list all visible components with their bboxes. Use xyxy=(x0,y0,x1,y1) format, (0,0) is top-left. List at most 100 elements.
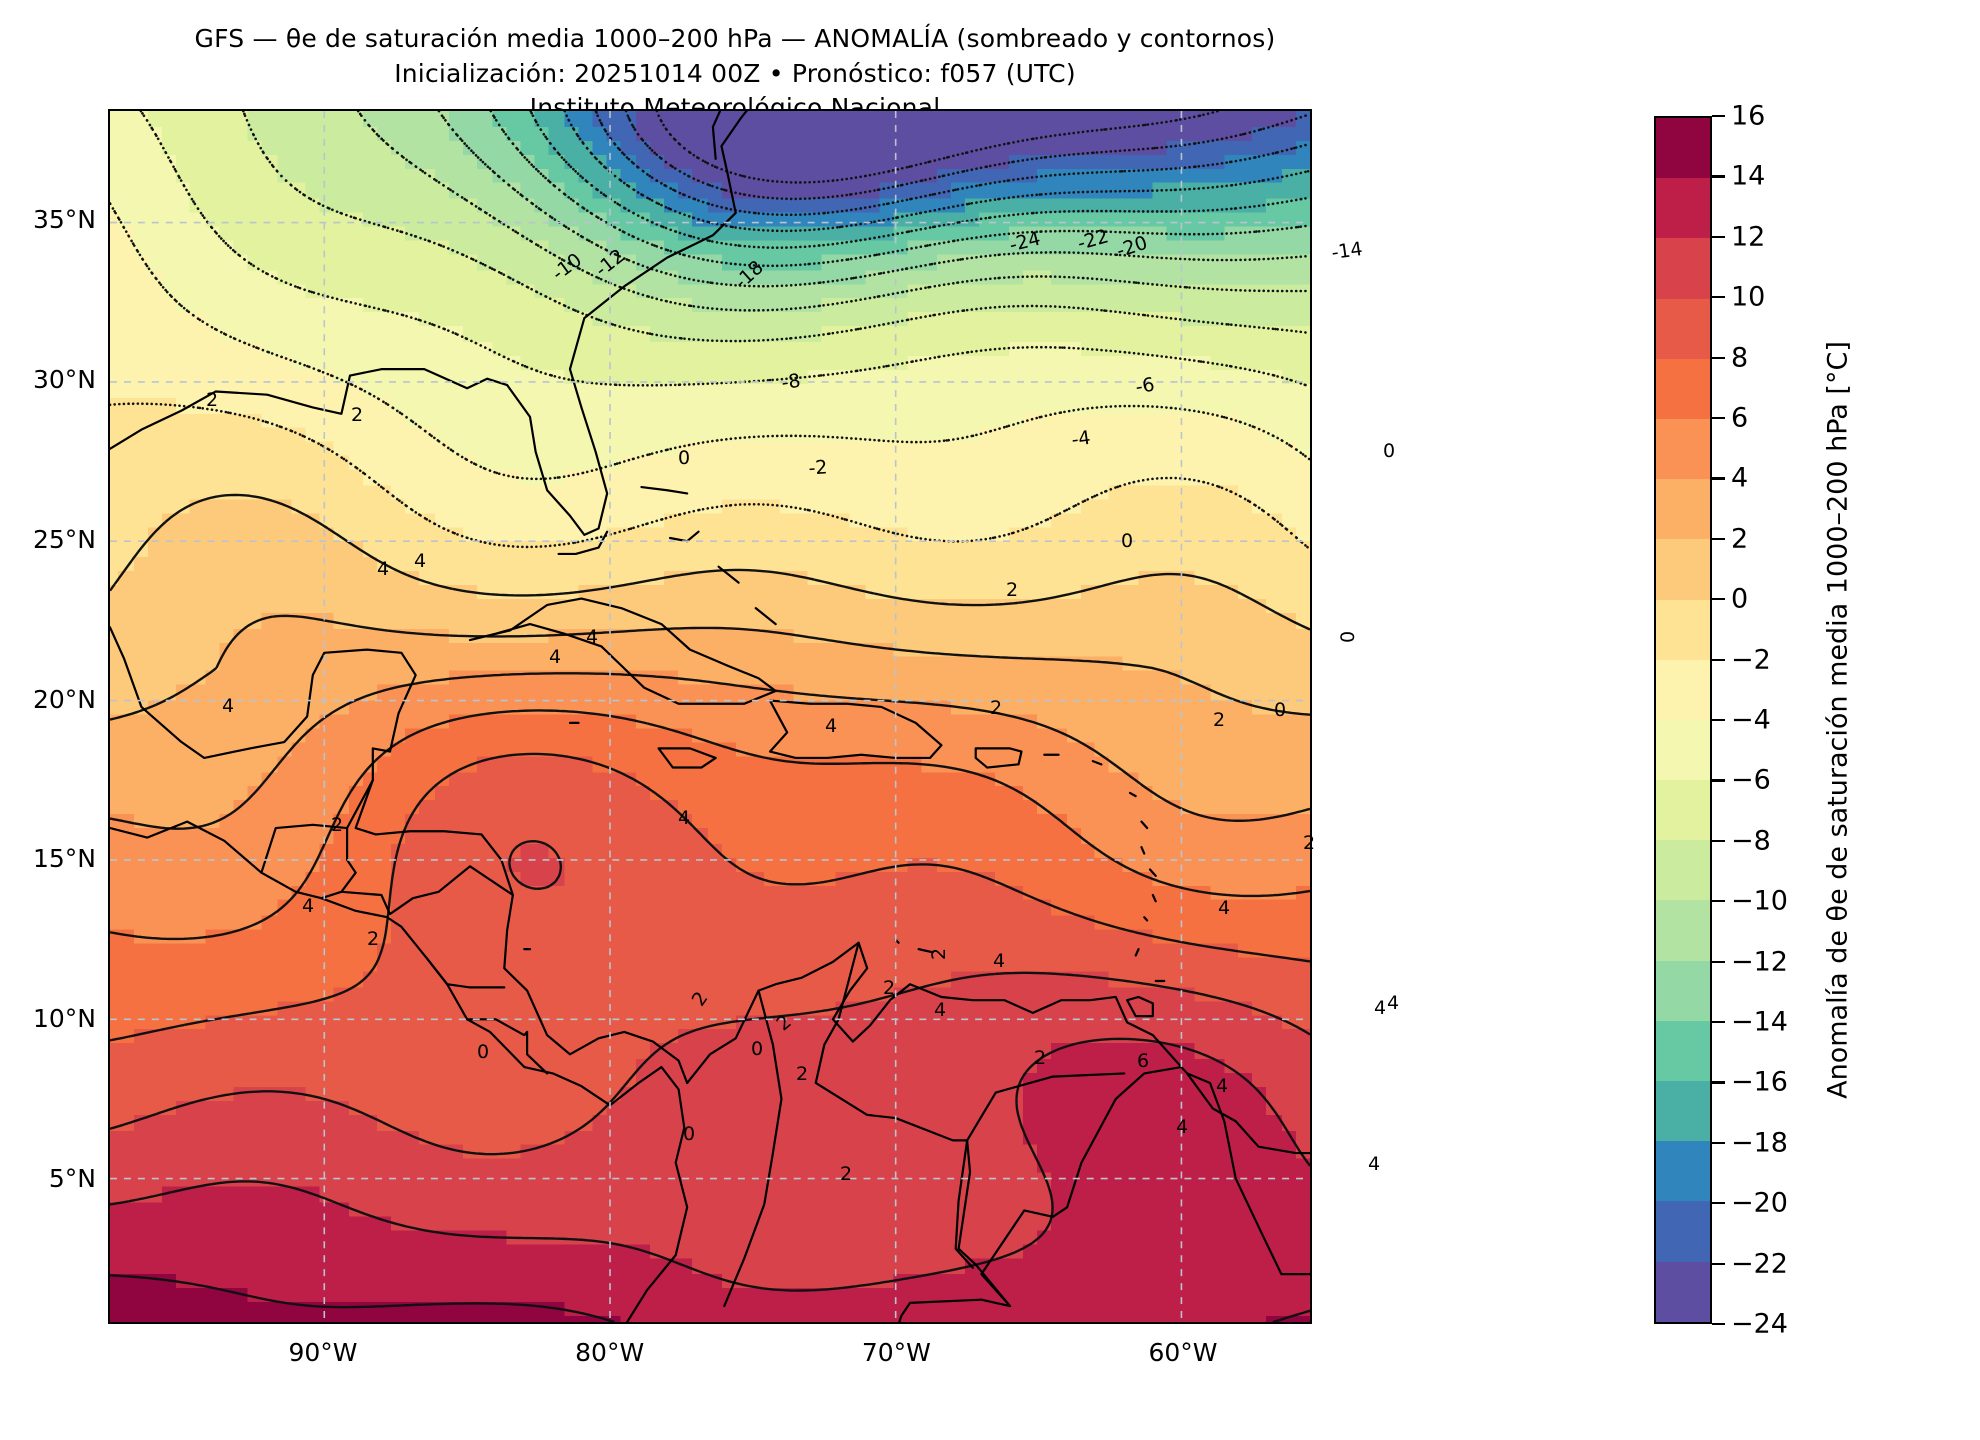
longitude-tick-90°W: 90°W xyxy=(288,1338,358,1367)
colorbar-tick-label: −20 xyxy=(1731,1187,1788,1219)
contour-label: 6 xyxy=(1136,1050,1150,1072)
contour-label: 2 xyxy=(366,928,380,950)
colorbar-band-4 xyxy=(1656,358,1710,419)
colorbar-band-9 xyxy=(1656,659,1710,720)
contour-label: 2 xyxy=(330,814,344,836)
colorbar-tick xyxy=(1712,658,1725,661)
contour-label: 0 xyxy=(1337,630,1359,644)
contour-label: 0 xyxy=(682,1123,696,1145)
contour-label: 2 xyxy=(1033,1047,1047,1069)
contour-label: 4 xyxy=(992,950,1006,972)
longitude-tick-60°W: 60°W xyxy=(1148,1338,1218,1367)
colorbar-band-2 xyxy=(1656,238,1710,299)
colorbar-band-5 xyxy=(1656,418,1710,480)
colorbar[interactable] xyxy=(1654,116,1712,1324)
page-title: GFS — θe de saturación media 1000–200 hP… xyxy=(194,24,1276,53)
colorbar-tick-label: −4 xyxy=(1731,704,1771,736)
longitude-tick-80°W: 80°W xyxy=(575,1338,645,1367)
contour-label: 4 xyxy=(677,807,691,829)
colorbar-band-14 xyxy=(1656,960,1710,1021)
colorbar-tick-label: 16 xyxy=(1731,100,1766,132)
contour-label: 4 xyxy=(1215,1075,1229,1097)
colorbar-tick xyxy=(1712,719,1725,722)
colorbar-tick xyxy=(1712,1081,1725,1084)
colorbar-tick xyxy=(1712,960,1725,963)
colorbar-tick xyxy=(1712,235,1725,238)
latitude-tick-15°N: 15°N xyxy=(32,844,96,874)
contour-label: -6 xyxy=(1133,373,1157,399)
colorbar-tick xyxy=(1712,1262,1725,1265)
colorbar-tick-label: −16 xyxy=(1731,1066,1788,1098)
contour-label: 0 xyxy=(1382,440,1396,462)
colorbar-tick xyxy=(1712,900,1725,903)
latitude-tick-5°N: 5°N xyxy=(48,1164,96,1194)
colorbar-band-16 xyxy=(1656,1081,1710,1142)
colorbar-band-13 xyxy=(1656,900,1710,961)
contour-label: 2 xyxy=(1005,579,1019,601)
figure-subtitle: Inicialización: 20251014 00Z • Pronóstic… xyxy=(394,58,1076,88)
colorbar-band-18 xyxy=(1656,1201,1710,1262)
colorbar-tick-label: −22 xyxy=(1731,1248,1788,1280)
colorbar-band-6 xyxy=(1656,479,1710,540)
colorbar-tick xyxy=(1712,296,1725,299)
contour-label: 4 xyxy=(301,895,315,917)
colorbar-tick xyxy=(1712,356,1725,359)
contour-label: 4 xyxy=(933,999,947,1021)
contour-label: 0 xyxy=(1273,699,1287,721)
contour-label: 2 xyxy=(928,947,950,961)
latitude-tick-20°N: 20°N xyxy=(32,684,96,714)
colorbar-tick-label: −18 xyxy=(1731,1127,1788,1159)
colorbar-tick-label: −2 xyxy=(1731,644,1771,676)
contour-label: 4 xyxy=(1367,1153,1381,1175)
anomaly-shading-layer xyxy=(110,111,1310,1322)
latitude-tick-10°N: 10°N xyxy=(32,1004,96,1034)
colorbar-axis-label: Anomalía de θe de saturación media 1000–… xyxy=(1822,341,1854,1099)
contour-label: 0 xyxy=(750,1038,764,1060)
contour-label: 4 xyxy=(585,626,599,648)
colorbar-tick xyxy=(1712,175,1725,178)
contour-label: 4 xyxy=(376,558,390,580)
colorbar-band-3 xyxy=(1656,298,1710,359)
contour-label: 4 xyxy=(1175,1116,1189,1138)
contour-label: 2 xyxy=(350,404,364,426)
contour-label: 4 xyxy=(221,695,235,717)
contour-label: 2 xyxy=(839,1163,853,1185)
colorbar-tick-label: −14 xyxy=(1731,1006,1788,1038)
contour-label: 2 xyxy=(1212,709,1226,731)
colorbar-tick-label: 14 xyxy=(1731,160,1766,192)
colorbar-tick-label: 12 xyxy=(1731,221,1766,253)
colorbar-tick xyxy=(1712,598,1725,601)
contour-label: -8 xyxy=(780,369,802,395)
colorbar-tick-label: −12 xyxy=(1731,946,1788,978)
colorbar-band-17 xyxy=(1656,1141,1710,1202)
contour-label: -2 xyxy=(807,456,829,480)
latitude-tick-35°N: 35°N xyxy=(32,204,96,234)
colorbar-band-8 xyxy=(1656,599,1710,660)
map-plot-area[interactable] xyxy=(108,109,1312,1324)
colorbar-tick-label: −8 xyxy=(1731,825,1771,857)
colorbar-tick xyxy=(1712,1021,1725,1024)
contour-label: 4 xyxy=(1217,897,1231,919)
contour-label: 4 xyxy=(824,715,838,737)
contour-label: 2 xyxy=(1302,832,1316,854)
colorbar-tick-label: 10 xyxy=(1731,281,1766,313)
contour-label: 0 xyxy=(1120,530,1134,552)
colorbar-band-15 xyxy=(1656,1020,1710,1081)
colorbar-band-11 xyxy=(1656,780,1710,841)
colorbar-tick xyxy=(1712,477,1725,480)
colorbar-band-1 xyxy=(1656,178,1710,239)
colorbar-band-12 xyxy=(1656,840,1710,901)
contour-label: 4 xyxy=(1386,992,1400,1014)
contour-label: 0 xyxy=(476,1041,490,1063)
colorbar-tick xyxy=(1712,115,1725,118)
colorbar-tick-label: 8 xyxy=(1731,342,1749,374)
colorbar-tick xyxy=(1712,1323,1725,1326)
colorbar-tick xyxy=(1712,537,1725,540)
colorbar-tick-label: −24 xyxy=(1731,1308,1788,1340)
colorbar-tick-label: −6 xyxy=(1731,764,1771,796)
contour-label: 2 xyxy=(882,977,896,999)
colorbar-tick xyxy=(1712,1141,1725,1144)
contour-label: 4 xyxy=(548,646,562,668)
colorbar-band-10 xyxy=(1656,719,1710,781)
contour-label: -14 xyxy=(1330,237,1364,265)
